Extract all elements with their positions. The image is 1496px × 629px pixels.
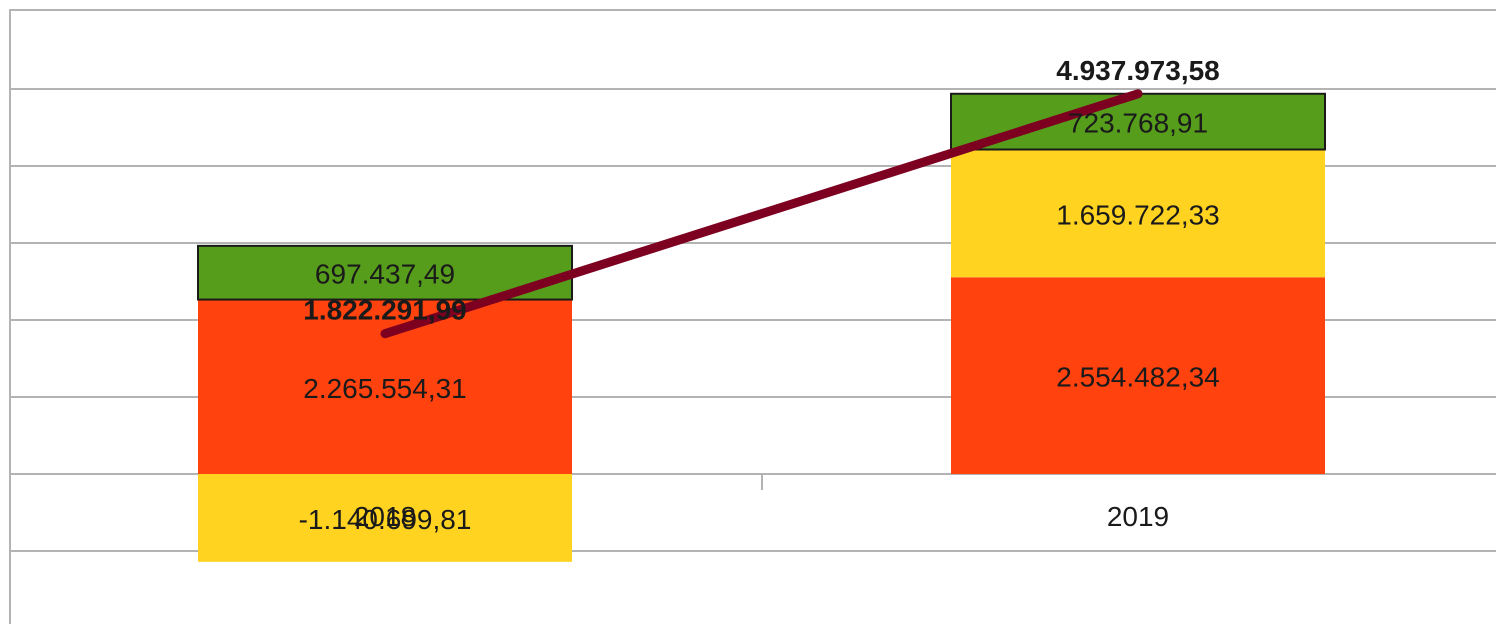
bar-segment [198, 474, 572, 562]
total-line [380, 89, 1143, 339]
bars [197, 92, 1326, 562]
bar-value-label: -1.140.699,81 [299, 504, 472, 535]
total-value-label: 4.937.973,58 [1056, 55, 1220, 86]
total-value-label: 1.822.291,99 [303, 295, 467, 326]
x-tick-label: 2018 [354, 501, 416, 532]
total-line-layer [380, 89, 1143, 339]
x-tick-label: 2019 [1107, 501, 1169, 532]
bar-segment [950, 92, 1326, 151]
bar-segment [951, 149, 1325, 278]
bar-value-label: 1.659.722,33 [1056, 199, 1220, 230]
bar-value-label: 2.554.482,34 [1056, 362, 1220, 393]
data-labels: 2.265.554,31 2.554.482,34 -1.140.699,81 1.6… [299, 55, 1220, 535]
bar-value-label: 697.437,49 [315, 259, 455, 290]
bar-value-label: 723.768,91 [1068, 108, 1208, 139]
bar-segment [198, 299, 572, 474]
bar-value-label: 2.265.554,31 [303, 373, 467, 404]
bar-segment [951, 277, 1325, 474]
